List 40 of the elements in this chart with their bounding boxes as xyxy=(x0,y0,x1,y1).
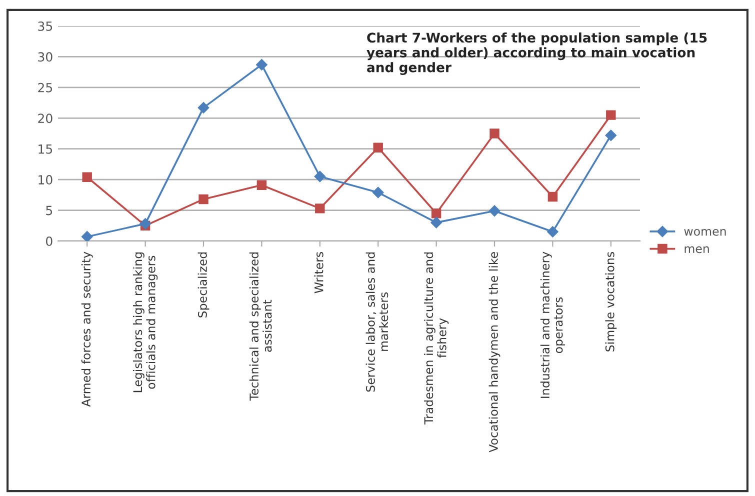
point xyxy=(548,192,558,202)
x-tick-label: Simple vocations xyxy=(605,252,617,352)
x-tick-label: Armed forces and security xyxy=(81,252,93,407)
y-tick-label: 25 xyxy=(38,82,52,92)
point xyxy=(605,130,617,141)
y-tick-label: 20 xyxy=(38,114,52,124)
x-tick-label: Tradesmen in agriculture and fishery xyxy=(424,252,449,424)
point xyxy=(372,186,384,198)
legend-label: men xyxy=(684,246,709,254)
x-tick-label: Technical and specialized assistant xyxy=(249,252,272,401)
point xyxy=(373,142,383,152)
point xyxy=(488,205,500,217)
text: Chart 7-Workers of the population sample (15 years and older) according to main vocation and gender xyxy=(366,32,707,75)
point xyxy=(81,231,93,241)
point xyxy=(198,102,210,114)
y-tick-label: 15 xyxy=(38,144,52,154)
point xyxy=(430,216,442,228)
point xyxy=(606,110,616,120)
point xyxy=(256,180,267,190)
x-tick-label: Specialized xyxy=(198,252,210,318)
point xyxy=(490,128,500,138)
x-tick-label: Legislators high ranking officials and managers xyxy=(132,252,158,392)
point xyxy=(198,194,208,204)
point xyxy=(140,218,151,230)
x-tick-label: Industrial and machinery operators xyxy=(540,252,566,398)
y-tick-label: 35 xyxy=(38,21,52,31)
x-tick-label: Writers xyxy=(314,252,324,294)
y-tick-label: 30 xyxy=(38,52,52,62)
y-tick-label: 0 xyxy=(46,236,52,246)
y-tick-label: 5 xyxy=(46,206,52,216)
x-tick-label: Service labor, sales and marketers xyxy=(366,252,388,392)
point xyxy=(256,59,268,70)
point xyxy=(82,172,92,182)
point xyxy=(547,226,558,238)
x-tick-label: Vocational handymen and the like xyxy=(488,252,500,452)
point xyxy=(315,204,325,214)
y-tick-label: 10 xyxy=(38,175,52,184)
legend-label: women xyxy=(684,228,726,236)
point xyxy=(314,170,326,182)
point xyxy=(431,208,442,218)
